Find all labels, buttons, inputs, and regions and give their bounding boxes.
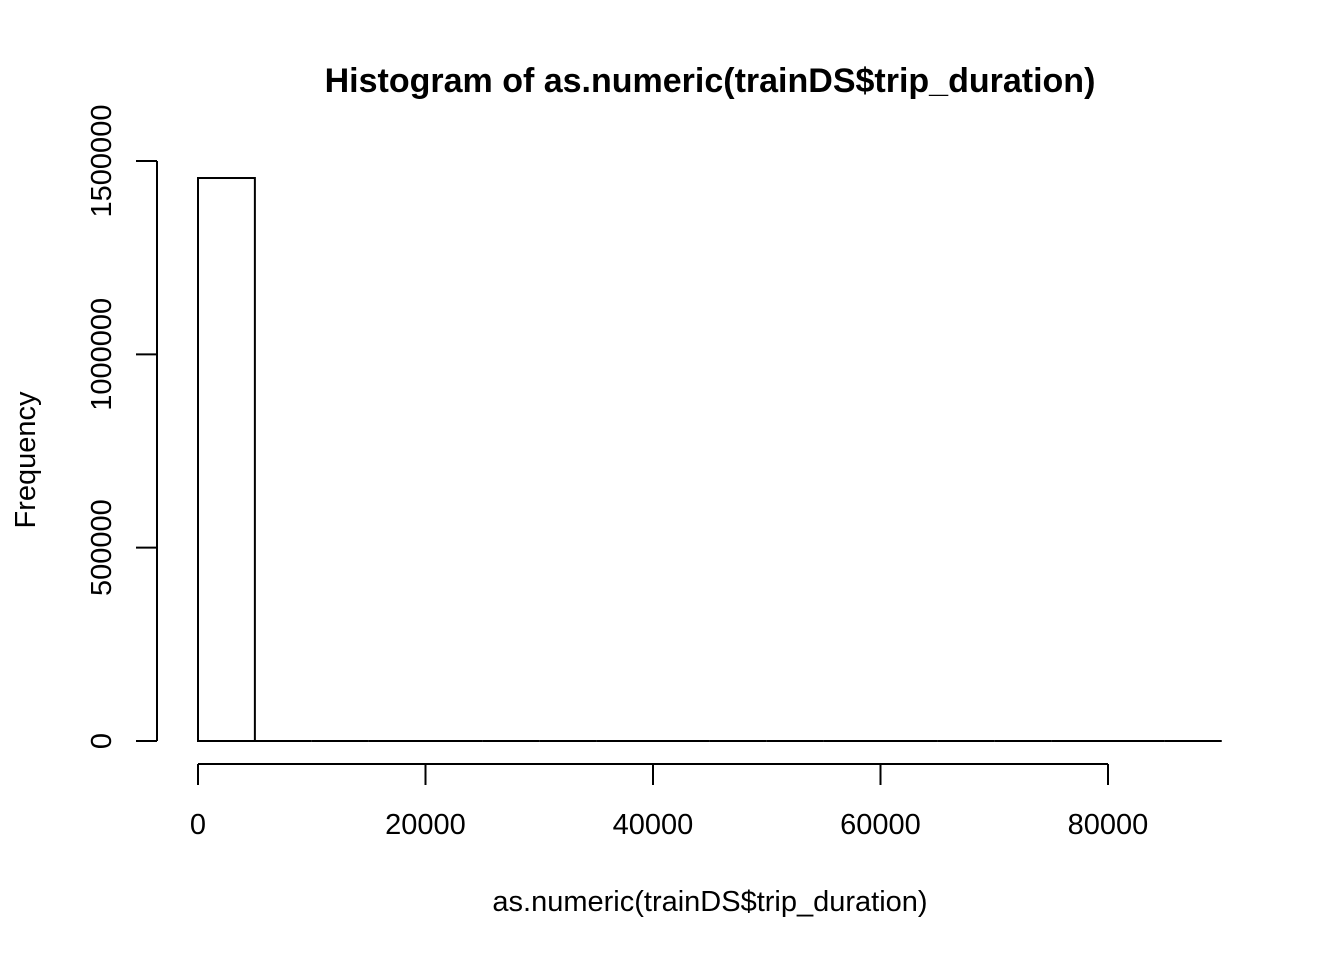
y-tick-label: 1500000 (86, 105, 118, 218)
x-tick-label: 20000 (385, 809, 466, 841)
bars-group (197, 177, 1222, 743)
chart-title: Histogram of as.numeric(trainDS$trip_dur… (325, 62, 1096, 100)
y-axis: 0 500000 1000000 1500000 (86, 105, 158, 749)
y-tick-label: 1000000 (86, 298, 118, 411)
y-tick-label: 500000 (86, 499, 118, 596)
y-axis-label: Frequency (10, 391, 42, 529)
x-tick-label: 80000 (1068, 809, 1149, 841)
y-tick-label: 0 (86, 733, 118, 749)
x-tick-label: 40000 (613, 809, 694, 841)
histogram-bar-0 (197, 177, 256, 743)
x-axis-label: as.numeric(trainDS$trip_duration) (492, 886, 927, 918)
x-tick-label: 0 (190, 809, 206, 841)
x-axis: 0 20000 40000 60000 80000 (190, 763, 1149, 841)
x-tick-label: 60000 (840, 809, 921, 841)
